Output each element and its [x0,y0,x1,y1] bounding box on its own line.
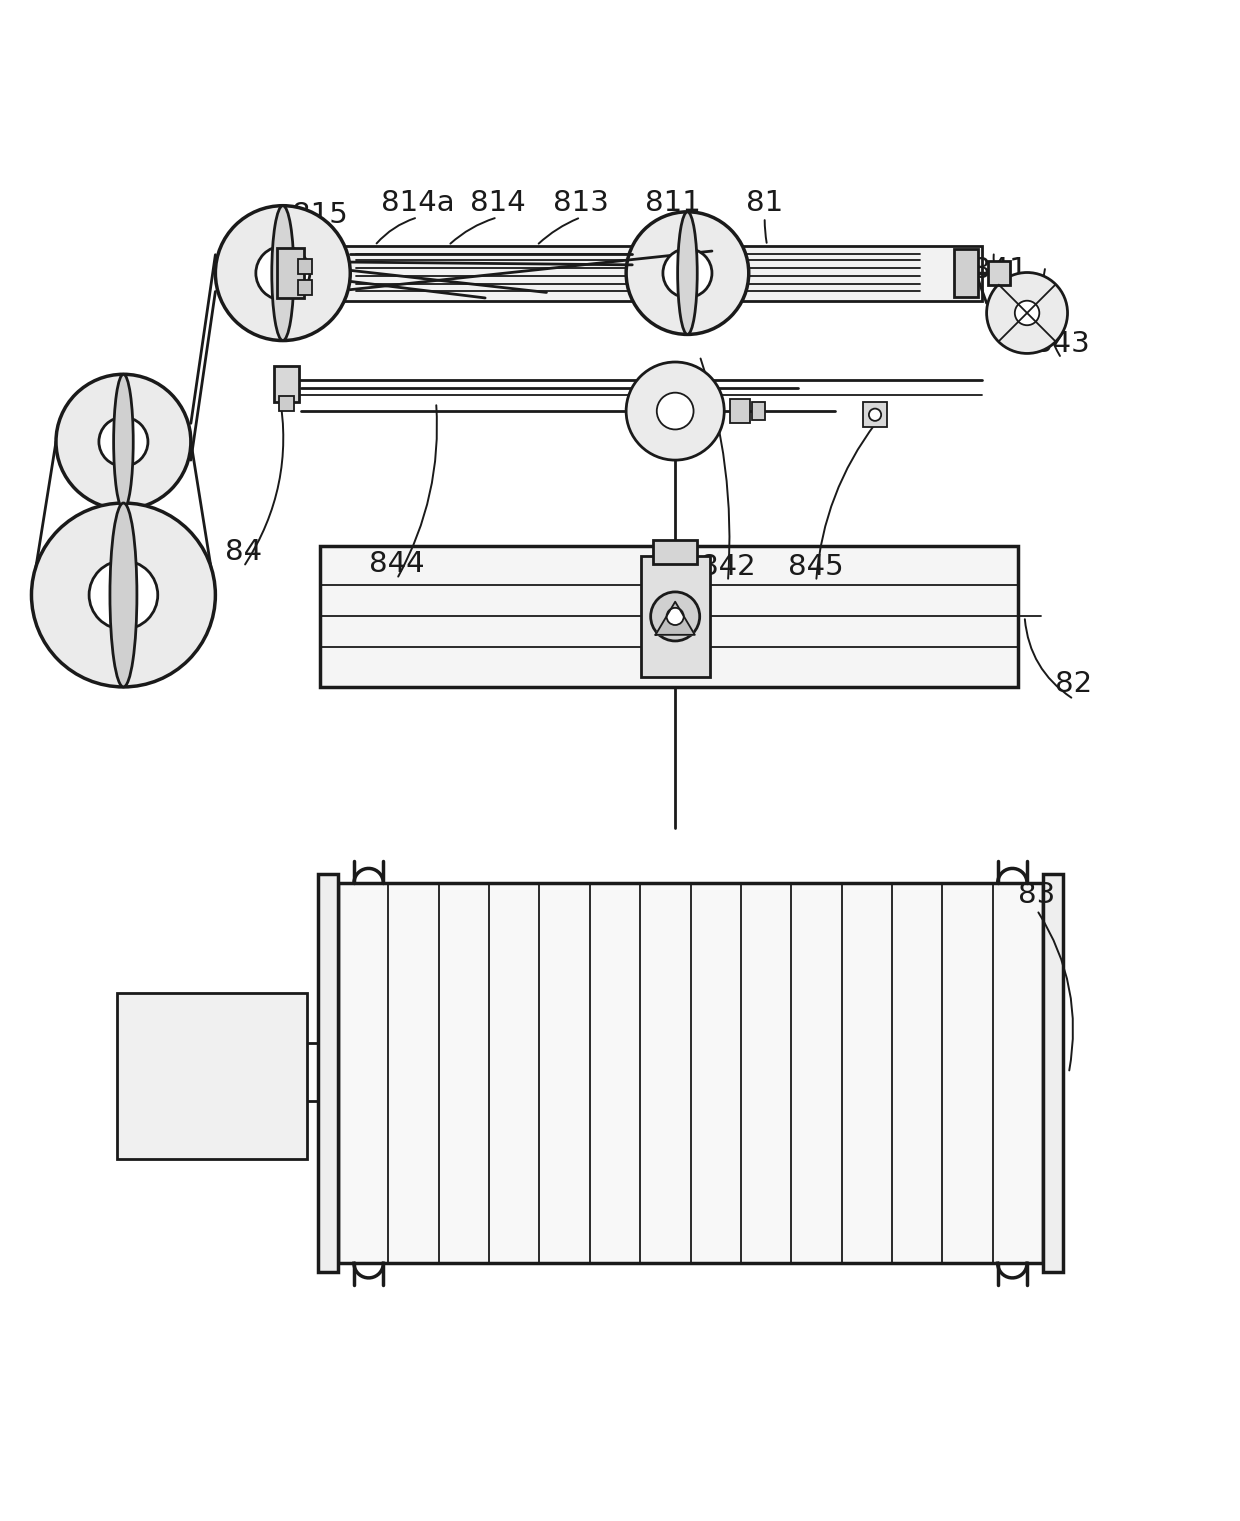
Bar [283,245,982,301]
Text: 811: 811 [645,189,701,216]
Bar [730,399,750,423]
Text: 84: 84 [224,538,262,566]
Bar [118,993,308,1159]
Ellipse shape [272,205,294,341]
Ellipse shape [114,374,133,510]
Circle shape [626,211,749,335]
Ellipse shape [110,503,136,687]
Circle shape [56,374,191,510]
Bar [1043,875,1063,1273]
Bar [298,280,312,295]
Polygon shape [656,602,694,634]
Bar [277,248,304,298]
Circle shape [89,561,157,630]
Bar [298,259,312,274]
Circle shape [663,248,712,298]
Text: 81: 81 [746,189,784,216]
Bar [753,403,765,420]
Text: 843: 843 [1033,330,1089,357]
Circle shape [651,592,699,640]
Bar [319,875,339,1273]
Text: 83: 83 [1018,881,1055,910]
Text: a: a [91,508,108,535]
Circle shape [255,246,310,300]
Bar [653,540,697,564]
Bar [274,365,299,403]
Bar [339,884,1043,1264]
Text: 842: 842 [701,552,755,581]
Circle shape [869,409,882,421]
Circle shape [31,503,216,687]
Text: 844: 844 [370,551,424,578]
Bar [954,249,978,297]
Circle shape [216,205,350,341]
Bar [279,397,294,411]
Text: 82: 82 [1055,671,1092,698]
Text: 813: 813 [553,189,609,216]
Ellipse shape [677,211,697,335]
Circle shape [626,362,724,461]
Bar [863,403,888,427]
Text: 814: 814 [470,189,526,216]
Circle shape [1014,301,1039,325]
Text: 815: 815 [291,201,347,228]
Circle shape [657,392,693,429]
Text: 845: 845 [789,552,844,581]
Text: 841: 841 [972,256,1028,284]
Circle shape [667,608,683,625]
Circle shape [987,272,1068,353]
Text: 814a: 814a [381,189,455,216]
Bar [641,555,709,677]
Bar [988,262,1009,286]
Circle shape [99,417,148,467]
Bar [320,546,1018,687]
